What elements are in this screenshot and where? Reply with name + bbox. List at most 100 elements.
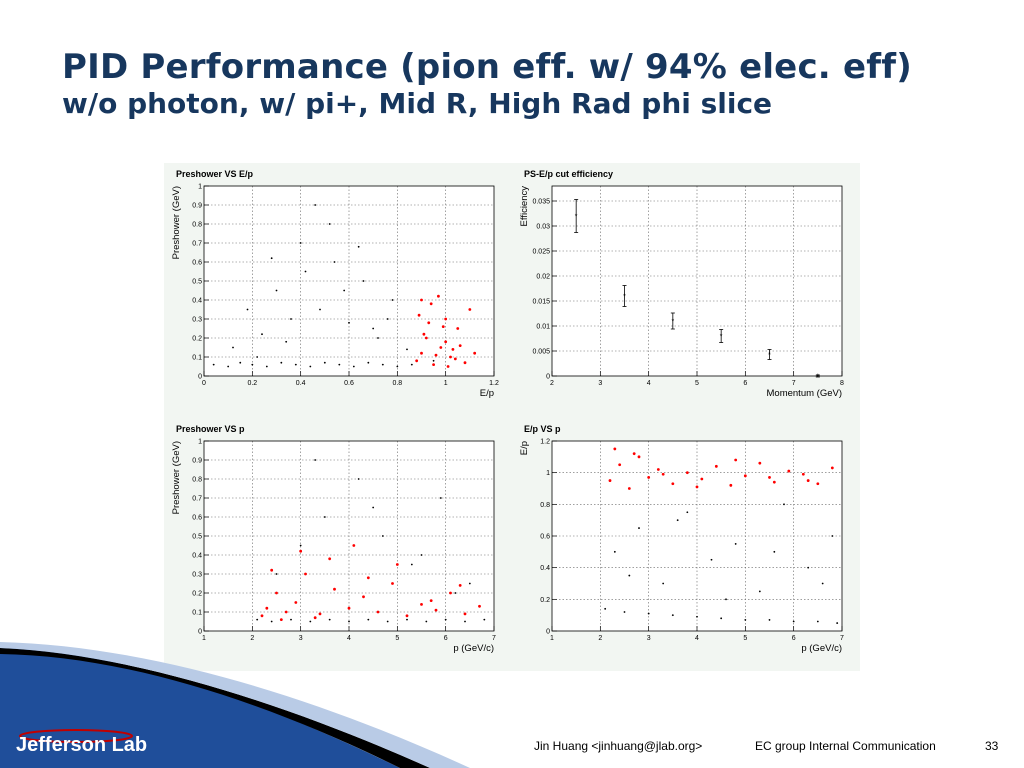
data-point [676,519,679,522]
y-tick-label: 0.7 [192,241,202,248]
selected-point [333,587,336,591]
selected-point [729,483,733,487]
selected-point [444,340,448,344]
slide-title-line-2: w/o photon, w/ pi+, Mid R, High Rad phi … [62,87,773,121]
chart-preshower-vs-p: Preshower VS p 1 2 3 4 5 6 7 0 0.1 0.2 0.3 0.4 0.5 0.6… [164,418,504,666]
selected-point [700,477,704,481]
x-tick-label: 0 [202,380,206,387]
data-point [386,620,389,623]
data-point [299,544,302,547]
selected-point [429,302,433,306]
data-point [468,582,471,585]
data-point [734,543,737,545]
selected-point [446,365,450,368]
data-point: * [623,294,626,301]
x-axis-label: p (GeV/c) [801,643,842,654]
selected-point [405,614,409,618]
x-tick-label: 2 [550,380,554,387]
data-point [372,327,375,330]
chart-title: Preshower VS E/p [176,169,254,179]
selected-point [478,604,481,608]
x-tick-label: 1 [202,635,206,642]
x-tick-label: 6 [743,380,747,387]
selected-point [463,361,467,365]
y-tick-label: 0.2 [192,336,202,343]
y-tick-label: 0.02 [536,274,550,281]
data-point [381,363,384,366]
data-point [333,261,336,263]
y-tick-label: 0.7 [192,496,202,503]
x-tick-label: 5 [695,380,699,387]
y-tick-label: 1 [198,184,202,191]
x-tick-label: 0.4 [296,380,306,387]
x-tick-label: 8 [840,380,844,387]
y-tick-label: 0.5 [192,279,202,286]
data-point [338,363,341,366]
selected-point [299,549,303,553]
y-tick-label: 0.025 [532,249,550,256]
selected-point [685,471,689,475]
chart-svg-2: Preshower VS p 1 2 3 4 5 6 7 0 0.1 0.2 0.3 0.4 0.5 0.6… [171,424,496,654]
data-point [270,620,273,623]
data-point [662,582,665,585]
chart-svg-3: E/p VS p 1 2 3 4 5 6 7 0 0.2 0.4 0.6 0.8 1 1.2 p (GeV/c… [519,424,844,654]
jefferson-lab-logo: Jefferson Lab [14,725,164,764]
selected-point [734,458,738,462]
footer-swoosh [0,642,470,768]
logo-text: Jefferson Lab [16,734,147,756]
data-point: * [720,334,723,341]
data-point [686,511,689,514]
data-point [638,527,640,529]
selected-point [627,487,631,490]
selected-point [806,479,810,482]
data-point [323,361,326,364]
y-tick-label: 0.8 [192,222,202,229]
data-point [232,346,234,349]
data-point [671,614,674,617]
y-tick-label: 0.6 [540,534,550,541]
selected-point [473,351,477,355]
data-point [483,618,486,621]
data-point [227,365,230,368]
data-point [309,620,312,623]
selected-point [395,563,399,566]
x-axis-label: p (GeV/c) [453,643,494,654]
y-tick-label: 0.4 [192,298,202,305]
x-tick-label: 5 [395,635,399,642]
x-tick-label: 0.2 [247,380,257,387]
selected-point [294,601,298,604]
data-point [270,257,273,260]
selected-point [618,463,622,467]
data-point [362,280,365,282]
y-tick-label: 0.6 [192,260,202,267]
footer-author: Jin Huang <jinhuang@jlab.org> [534,739,703,753]
y-tick-label: 0.4 [192,553,202,560]
data-point [406,618,408,621]
data-point [391,299,394,301]
data-point [783,503,785,506]
data-point [314,204,317,206]
data-point [377,337,379,339]
data-point [357,478,360,480]
y-axis-label: Preshower (GeV) [171,441,182,514]
y-tick-label: 0.9 [192,458,202,465]
data-point: * [575,214,578,221]
data-point [439,497,442,499]
y-tick-label: 0.8 [192,477,202,484]
selected-point [613,447,617,451]
selected-point [453,357,457,361]
data-point [352,365,355,368]
x-tick-label: 7 [492,635,496,642]
selected-point [647,476,651,479]
data-point [290,318,292,320]
selected-point [608,479,612,482]
footer-center-text: EC group Internal Communication [755,739,936,753]
x-tick-label: 7 [840,635,844,642]
x-tick-label: 3 [647,635,651,642]
x-tick-label: 0.6 [344,380,354,387]
data-point [425,620,428,623]
selected-point [671,482,675,486]
selected-point [456,327,460,330]
data-point [758,590,761,593]
plot-frame [203,440,495,632]
